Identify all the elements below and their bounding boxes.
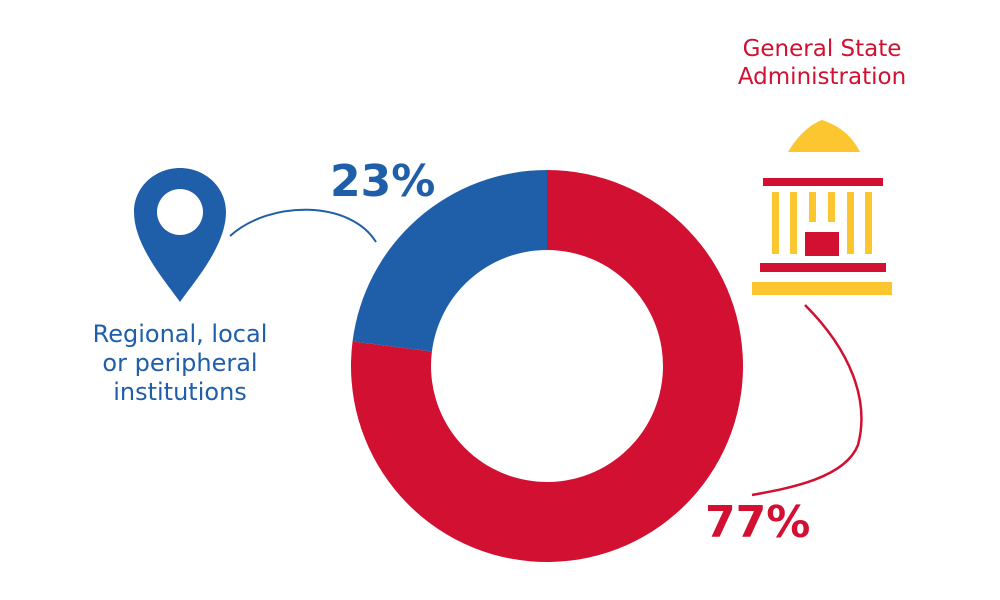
label-regional-institutions: Regional, local or peripheral institutio… — [70, 320, 290, 406]
label-left-line-1: Regional, local — [92, 320, 268, 348]
slice-general-state — [351, 170, 743, 562]
government-building-icon — [752, 120, 892, 295]
label-left-line-2: or peripheral — [102, 348, 258, 377]
label-left-line-3: institutions — [113, 377, 247, 406]
map-pin-icon — [134, 168, 226, 302]
data-label-regional: 23% — [330, 156, 436, 207]
data-label-state: 77% — [705, 497, 811, 548]
donut-chart — [351, 170, 743, 562]
label-general-state-administration: General State Administration — [722, 36, 922, 91]
slice-regional — [352, 170, 547, 352]
label-right-line-1: General State — [742, 36, 902, 62]
connector-right — [751, 304, 863, 497]
label-right-line-2: Administration — [737, 63, 907, 90]
connector-left — [229, 208, 377, 243]
